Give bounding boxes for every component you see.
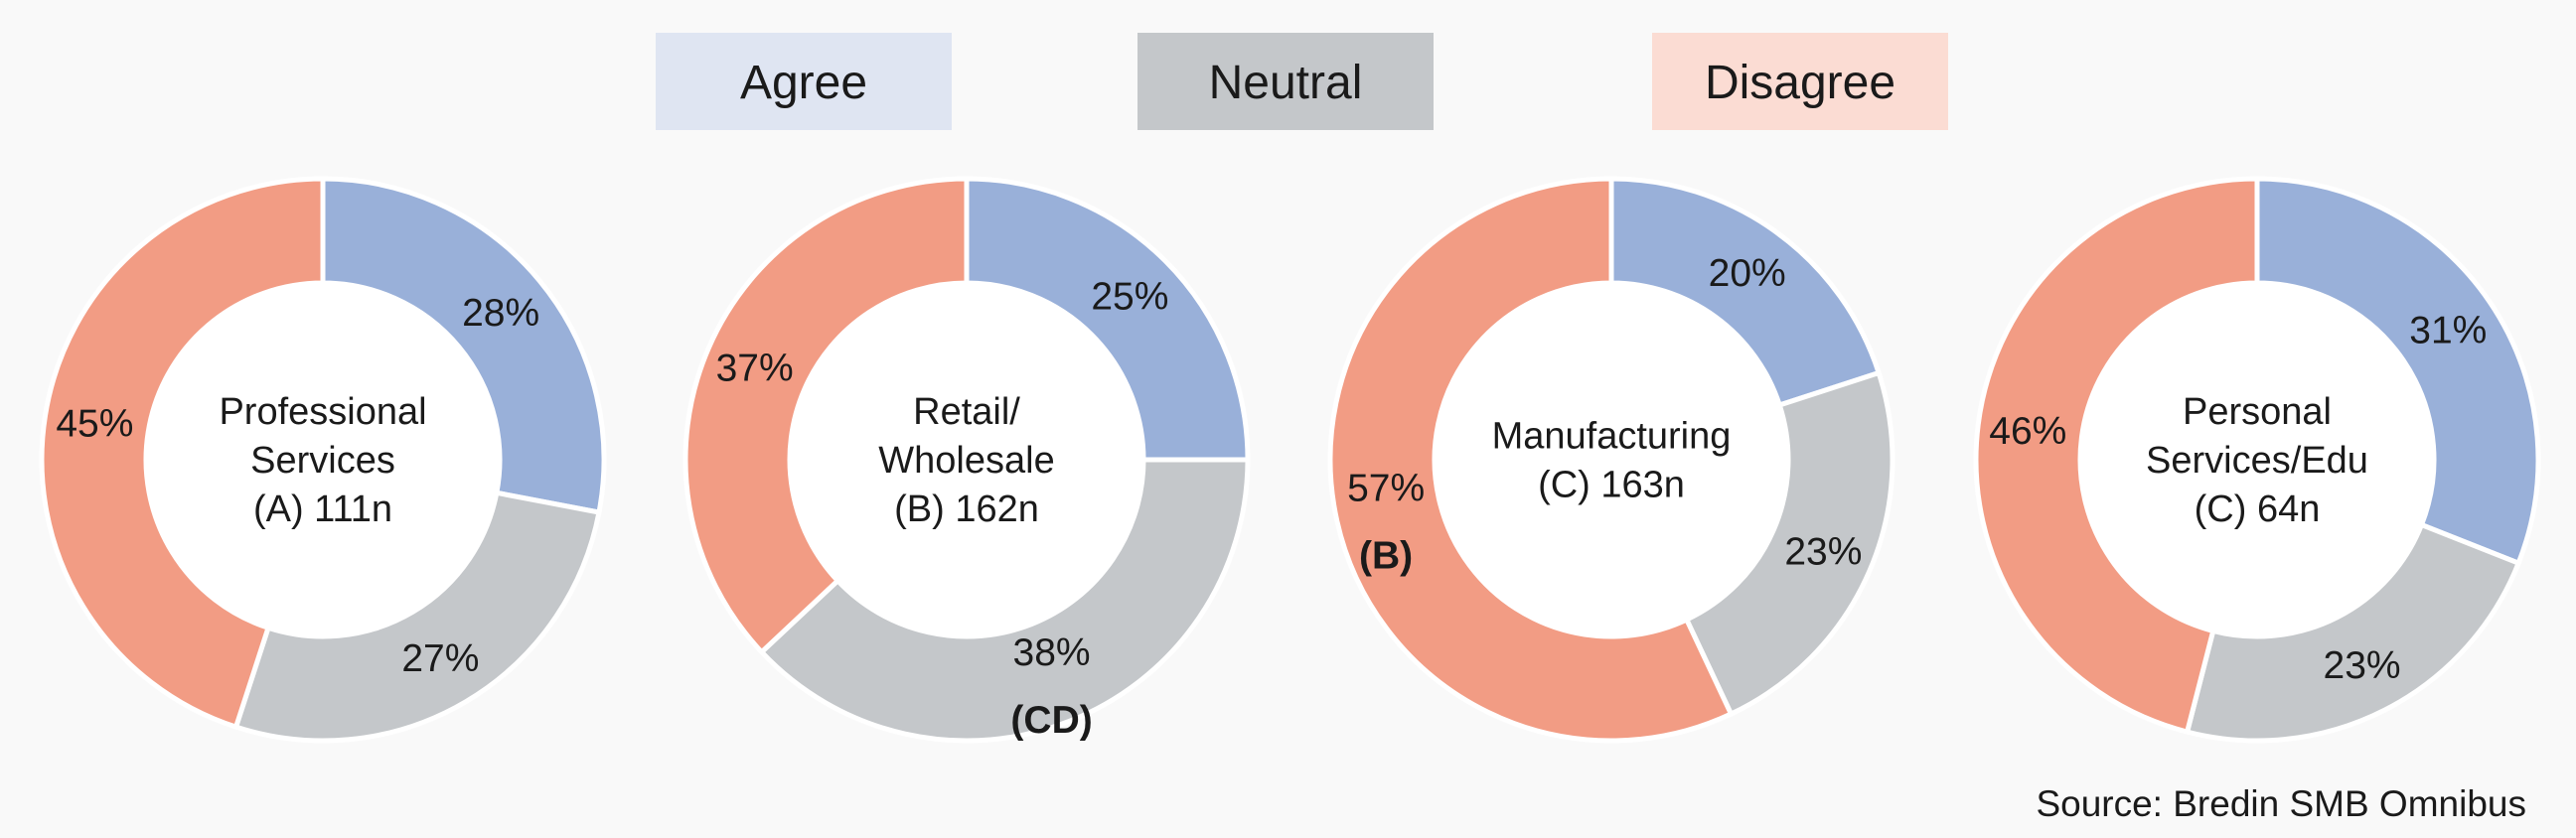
center-label-line: Professional xyxy=(219,391,426,433)
donut-professional-services-a-111n: 28% 27% 45% Professional Services (A) 111n xyxy=(39,176,607,744)
slice-neutral xyxy=(232,489,602,744)
donut-manufacturing-c-163n: 20% 23% 57% (B) Manufacturing (C) 163n xyxy=(1327,176,1895,744)
center-label-line: Manufacturing xyxy=(1492,416,1732,458)
center-label-line: (C) 64n xyxy=(2195,489,2321,530)
data-label-disagree: 45% xyxy=(56,403,133,446)
data-label-agree: 20% xyxy=(1709,252,1786,295)
data-label-agree: 28% xyxy=(462,292,539,335)
significance-label: (B) xyxy=(1359,535,1413,578)
slice-disagree xyxy=(1973,176,2260,736)
data-label-neutral: 23% xyxy=(2324,644,2401,687)
slice-agree xyxy=(964,176,1251,463)
center-label-line: Personal xyxy=(2183,391,2332,433)
source-note: Source: Bredin SMB Omnibus xyxy=(2036,783,2526,824)
donut-hole xyxy=(792,285,1141,634)
data-label-neutral: 23% xyxy=(1784,530,1862,573)
donut-retail-wholesale-b-162n: 25% 38% (CD) 37% Retail/Wholesale (B) 162n xyxy=(682,176,1251,744)
slice-agree xyxy=(320,176,607,515)
center-label-line: (A) 111n xyxy=(253,489,392,530)
slice-disagree xyxy=(39,176,326,731)
center-label-line: (B) 162n xyxy=(894,489,1039,530)
center-label-line: Wholesale xyxy=(878,440,1054,482)
legend-item-disagree: Disagree xyxy=(1652,33,1948,130)
legend-swatch xyxy=(656,33,952,130)
data-label-disagree: 57% xyxy=(1347,468,1425,510)
donut-hole xyxy=(2082,285,2432,634)
slice-agree xyxy=(1608,176,1883,409)
data-label-agree: 31% xyxy=(2409,309,2487,351)
data-label-agree: 25% xyxy=(1091,276,1168,319)
donut-hole xyxy=(1437,285,1786,634)
legend-label: Neutral xyxy=(1209,57,1363,109)
legend-label: Disagree xyxy=(1705,57,1895,109)
slice-neutral xyxy=(2184,521,2522,744)
data-label-neutral: 38% xyxy=(1013,631,1091,674)
donut-hole xyxy=(148,285,498,634)
center-label-line: Retail/ xyxy=(913,391,1020,433)
legend-swatch xyxy=(1652,33,1948,130)
legend-item-neutral: Neutral xyxy=(1137,33,1434,130)
slice-agree xyxy=(2254,176,2541,567)
center-label-line: (C) 163n xyxy=(1538,465,1685,506)
slice-disagree xyxy=(682,176,970,656)
data-label-neutral: 27% xyxy=(401,637,479,680)
slice-neutral xyxy=(1683,369,1895,718)
center-label-line: Services/Edu xyxy=(2146,440,2368,482)
legend-label: Agree xyxy=(740,57,867,109)
donut-personal-services-edu-c-64n: 31% 23% 46% Personal Services/Edu (C) 64n xyxy=(1973,176,2541,744)
legend: Agree Neutral Disagree xyxy=(656,33,1948,130)
legend-swatch xyxy=(1137,33,1434,130)
significance-label: (CD) xyxy=(1010,699,1092,742)
legend-item-agree: Agree xyxy=(656,33,952,130)
data-label-disagree: 46% xyxy=(1989,410,2066,453)
slice-neutral xyxy=(758,457,1251,744)
slice-disagree xyxy=(1327,176,1735,744)
data-label-disagree: 37% xyxy=(716,348,794,390)
center-label-line: Services xyxy=(250,440,395,482)
donut-group: 28% 27% 45% Professional Services (A) 111n 25%… xyxy=(39,176,2541,744)
